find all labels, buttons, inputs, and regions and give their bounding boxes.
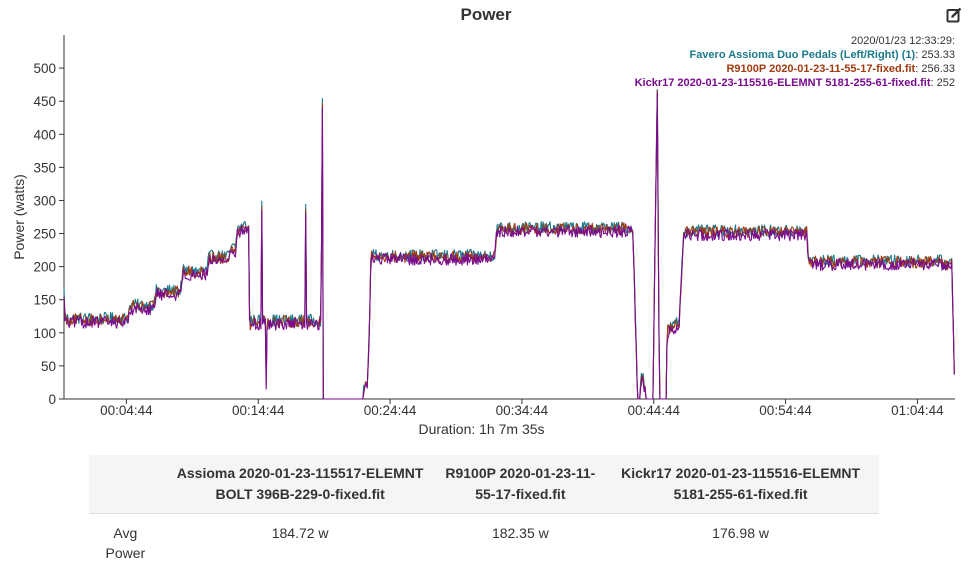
tooltip-entry-value: 253.33 bbox=[921, 49, 955, 61]
cell-r9100p-avg: 182.35 w bbox=[491, 525, 549, 541]
series-line-1 bbox=[63, 89, 955, 400]
header-empty bbox=[89, 455, 162, 514]
x-tick-label: 00:44:44 bbox=[627, 403, 680, 418]
y-tick-label: 200 bbox=[33, 260, 56, 275]
cell-assioma-avg: 184.72 w bbox=[271, 525, 329, 541]
tooltip-entry-value: 252 bbox=[936, 77, 955, 89]
tooltip-timestamp: 2020/01/23 12:33:29: bbox=[851, 35, 955, 47]
table-row: Avg Power 184.72 w 182.35 w 176.98 w bbox=[89, 514, 879, 573]
tooltip-entry-name: Kickr17 2020-01-23-115516-ELEMNT 5181-25… bbox=[634, 77, 931, 89]
power-chart: 0 50 100 150 200 250 300 350 400 450 500 00:04:44 00… bbox=[11, 35, 955, 437]
cell-kickr17-avg: 176.98 w bbox=[712, 525, 769, 541]
y-tick-label: 150 bbox=[33, 293, 56, 308]
header-assioma: Assioma 2020-01-23-115517-ELEMNT BOLT 39… bbox=[161, 455, 439, 514]
tooltip-entry-favero: Favero Assioma Duo Pedals (Left/Right) (… bbox=[689, 49, 955, 61]
stats-table: Assioma 2020-01-23-115517-ELEMNT BOLT 39… bbox=[89, 455, 879, 572]
y-tick-label: 350 bbox=[33, 160, 56, 175]
series-line-2 bbox=[63, 90, 955, 400]
x-tick-label: 00:34:44 bbox=[496, 403, 549, 418]
x-tick-label: 00:04:44 bbox=[100, 403, 153, 418]
header-kickr17: Kickr17 2020-01-23-115516-ELEMNT 5181-25… bbox=[602, 455, 879, 514]
x-tick-label: 00:54:44 bbox=[759, 403, 812, 418]
y-tick-label: 400 bbox=[33, 127, 56, 142]
edit-icon[interactable] bbox=[946, 7, 962, 23]
y-tick-label: 50 bbox=[41, 359, 56, 374]
y-tick-label: 250 bbox=[33, 227, 56, 242]
x-tick-label: 00:14:44 bbox=[232, 403, 285, 418]
x-tick-label: 01:04:44 bbox=[891, 403, 944, 418]
tooltip-entry-r9100p: R9100P 2020-01-23-11-55-17-fixed.fit: 25… bbox=[726, 63, 955, 75]
x-tick-label: 00:24:44 bbox=[364, 403, 417, 418]
tooltip-entry-name: R9100P 2020-01-23-11-55-17-fixed.fit bbox=[726, 63, 916, 75]
y-axis-title: Power (watts) bbox=[11, 174, 27, 260]
stats-header-row: Assioma 2020-01-23-115517-ELEMNT BOLT 39… bbox=[89, 455, 879, 514]
tooltip-entry-value: 256.33 bbox=[921, 63, 955, 75]
y-tick-label: 300 bbox=[33, 193, 56, 208]
chart-title: Power bbox=[460, 5, 512, 24]
y-tick-label: 0 bbox=[48, 392, 56, 407]
x-axis-title: Duration: 1h 7m 35s bbox=[418, 421, 544, 437]
y-tick-label: 100 bbox=[33, 326, 56, 341]
row-label: Avg Power bbox=[105, 525, 146, 561]
y-tick-label: 500 bbox=[33, 61, 56, 76]
tooltip-entry-kickr17: Kickr17 2020-01-23-115516-ELEMNT 5181-25… bbox=[634, 77, 955, 89]
tooltip-entry-name: Favero Assioma Duo Pedals (Left/Right) (… bbox=[689, 49, 916, 61]
header-r9100p: R9100P 2020-01-23-11-55-17-fixed.fit bbox=[438, 455, 603, 514]
y-tick-label: 450 bbox=[33, 94, 56, 109]
series-line-3 bbox=[63, 92, 955, 400]
hover-tooltip: 2020/01/23 12:33:29: Favero Assioma Duo … bbox=[635, 34, 955, 90]
